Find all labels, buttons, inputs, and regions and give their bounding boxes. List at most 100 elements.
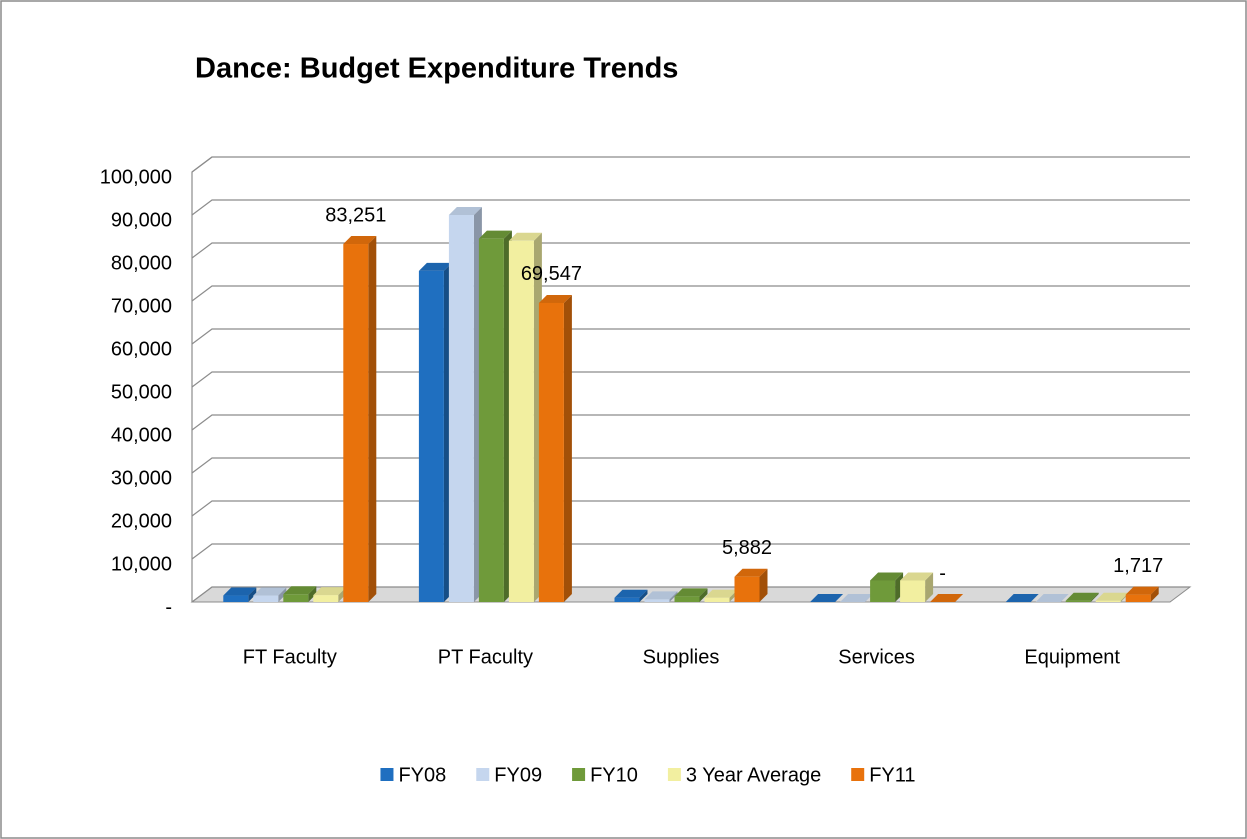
bar-front	[1125, 594, 1151, 602]
bar	[930, 594, 964, 602]
grid-line	[191, 242, 1190, 259]
bar-front	[644, 599, 670, 602]
bar-front	[538, 302, 564, 602]
bar-top	[704, 589, 738, 598]
bar	[418, 262, 452, 602]
bar-side	[1150, 586, 1159, 602]
bar-side	[1090, 592, 1099, 602]
grid-line	[191, 500, 1190, 517]
bar	[253, 587, 287, 602]
bar	[1035, 594, 1069, 602]
grid-line	[191, 586, 1190, 603]
bar	[508, 232, 542, 603]
bar-top	[1005, 594, 1039, 602]
bar-side	[368, 236, 377, 603]
bar	[283, 586, 317, 602]
bar-top	[448, 207, 482, 215]
bar	[644, 591, 678, 602]
y-tick-label: 100,000	[100, 166, 172, 188]
bar-top	[508, 232, 542, 241]
x-tick-label: PT Faculty	[438, 646, 533, 668]
legend-label: 3 Year Average	[686, 764, 821, 786]
y-tick-label: 30,000	[111, 467, 172, 489]
bar-front	[448, 215, 474, 602]
bar-front	[283, 594, 309, 602]
grid-line	[191, 328, 1190, 345]
bar-front	[313, 595, 339, 602]
bar-front	[900, 580, 926, 602]
legend-label: FY11	[869, 764, 915, 786]
legend-label: FY10	[590, 764, 638, 786]
legend-swatch	[851, 768, 865, 781]
y-tick-label: 60,000	[111, 338, 172, 360]
x-tick-label: Supplies	[643, 646, 720, 668]
y-tick-label: -	[165, 596, 172, 618]
bar-side	[925, 572, 934, 602]
bar-top	[478, 230, 512, 239]
bar-top	[734, 568, 768, 577]
bar-top	[870, 572, 904, 581]
y-tick-label: 70,000	[111, 295, 172, 317]
bar	[448, 207, 482, 602]
x-tick-label: Equipment	[1024, 646, 1120, 668]
bar-side	[278, 587, 287, 602]
bar-top	[1095, 592, 1129, 601]
data-label: -	[939, 562, 946, 584]
bar-front	[508, 240, 534, 603]
bar-front	[674, 596, 700, 602]
bar	[1065, 592, 1099, 602]
bar-top	[253, 587, 287, 596]
bar	[223, 587, 257, 602]
bar	[734, 568, 768, 602]
grid-line	[191, 414, 1190, 431]
bar-front	[1095, 600, 1121, 602]
bar-front	[734, 576, 760, 602]
bar-front	[614, 597, 640, 602]
bar-top	[283, 586, 317, 595]
y-tick-label: 80,000	[111, 252, 172, 274]
bar-top	[223, 587, 257, 596]
bar-top	[343, 236, 377, 245]
grid-line	[191, 457, 1190, 474]
bar-side	[699, 588, 708, 602]
bar-front	[253, 595, 279, 602]
y-tick-label: 50,000	[111, 381, 172, 403]
bar-top	[1125, 586, 1159, 595]
bar-top	[810, 594, 844, 602]
grid-line	[191, 371, 1190, 388]
grid-line	[191, 156, 1190, 173]
data-label: 1,717	[1113, 555, 1163, 577]
y-tick-label: 90,000	[111, 209, 172, 231]
bar-side	[639, 589, 648, 602]
data-label: 5,882	[722, 537, 772, 559]
bar-front	[1065, 600, 1091, 602]
legend-label: FY08	[398, 764, 446, 786]
bar-top	[840, 594, 874, 602]
grid-line	[191, 285, 1190, 302]
bar	[840, 594, 874, 602]
legend-swatch	[380, 768, 394, 781]
legend-swatch	[476, 768, 490, 781]
bar-front	[223, 595, 249, 602]
x-tick-label: FT Faculty	[243, 646, 337, 668]
bar-top	[900, 572, 934, 581]
bar-side	[248, 587, 257, 602]
bar-side	[759, 568, 768, 602]
bar	[478, 230, 512, 602]
bar	[538, 294, 572, 602]
bar-top	[674, 588, 708, 597]
bar-top	[644, 591, 678, 600]
bar	[1005, 594, 1039, 602]
bar-front	[704, 597, 730, 602]
bar	[900, 572, 934, 602]
grid-line	[191, 199, 1190, 216]
y-tick-label: 20,000	[111, 510, 172, 532]
y-tick-label: 10,000	[111, 553, 172, 575]
bar	[614, 589, 648, 602]
bar-side	[563, 294, 572, 602]
bar	[343, 236, 377, 603]
bar-top	[538, 294, 572, 303]
bar-top	[1065, 592, 1099, 601]
